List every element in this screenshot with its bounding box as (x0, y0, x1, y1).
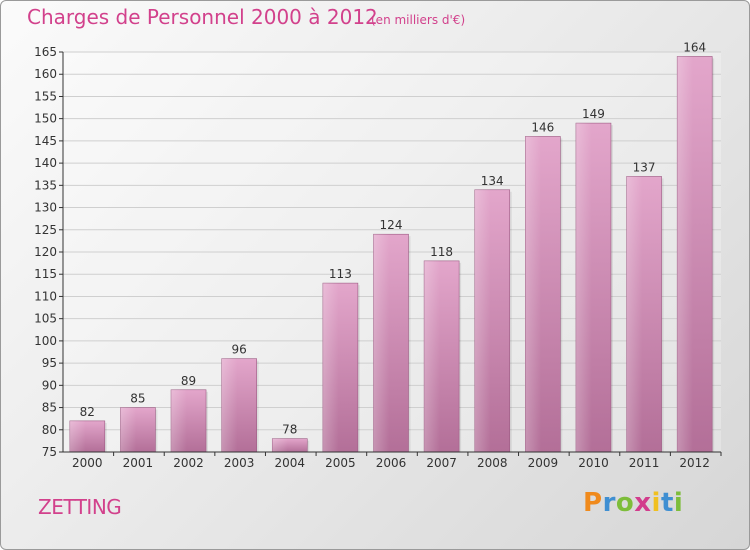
value-label: 134 (481, 174, 504, 188)
value-label: 113 (329, 267, 352, 281)
y-tick-label: 150 (34, 112, 57, 126)
x-tick-label: 2005 (325, 456, 356, 470)
x-tick-label: 2003 (224, 456, 255, 470)
x-tick-label: 2006 (376, 456, 407, 470)
x-tick-label: 2010 (578, 456, 609, 470)
y-tick-label: 115 (34, 267, 57, 281)
y-tick-label: 165 (34, 45, 57, 59)
logo-letter: P (583, 488, 603, 518)
logo-letter: x (634, 488, 652, 518)
y-tick-label: 85 (42, 401, 57, 415)
y-tick-label: 110 (34, 289, 57, 303)
x-tick-label: 2001 (123, 456, 154, 470)
y-tick-label: 100 (34, 334, 57, 348)
proxiti-logo: Proxiti (583, 488, 683, 518)
x-tick-label: 2004 (274, 456, 305, 470)
value-label: 82 (80, 405, 95, 419)
value-label: 149 (582, 107, 605, 121)
x-tick-label: 2011 (629, 456, 660, 470)
y-tick-label: 125 (34, 223, 57, 237)
value-label: 146 (531, 120, 554, 134)
x-tick-label: 2002 (173, 456, 204, 470)
value-label: 118 (430, 245, 453, 259)
chart-subtitle: (en milliers d'€) (371, 13, 466, 27)
y-tick-label: 130 (34, 201, 57, 215)
logo-letter: i (673, 488, 684, 518)
y-tick-label: 80 (42, 423, 57, 437)
logo-letter: i (651, 488, 661, 518)
bar-highlight (272, 438, 289, 452)
y-tick-label: 120 (34, 245, 57, 259)
y-tick-label: 135 (34, 178, 57, 192)
bar-highlight (575, 123, 592, 452)
value-label: 85 (130, 392, 145, 406)
y-tick-label: 145 (34, 134, 57, 148)
logo-letter: t (660, 488, 674, 518)
logo-letter: o (615, 488, 635, 518)
value-label: 124 (380, 218, 403, 232)
x-tick-label: 2012 (679, 456, 710, 470)
y-tick-label: 155 (34, 89, 57, 103)
chart-title: Charges de Personnel 2000 à 2012 (27, 5, 378, 29)
value-label: 89 (181, 374, 196, 388)
x-tick-label: 2007 (426, 456, 457, 470)
logo-letter: r (602, 488, 616, 518)
y-tick-label: 90 (42, 378, 57, 392)
bar-highlight (373, 234, 390, 452)
y-tick-label: 105 (34, 312, 57, 326)
bar-highlight (120, 407, 137, 452)
bar-highlight (474, 189, 491, 452)
bar-highlight (322, 283, 339, 452)
bar-highlight (626, 176, 643, 452)
x-tick-label: 2008 (477, 456, 508, 470)
y-tick-label: 95 (42, 356, 57, 370)
bar-highlight (171, 389, 187, 452)
y-tick-label: 140 (34, 156, 57, 170)
bar-highlight (677, 56, 693, 452)
y-tick-label: 160 (34, 67, 57, 81)
value-label: 137 (633, 160, 656, 174)
value-label: 164 (683, 40, 706, 54)
bar-highlight (69, 420, 86, 452)
bar-highlight (221, 358, 238, 452)
bar-highlight (525, 136, 542, 452)
y-tick-label: 75 (42, 445, 57, 459)
value-label: 78 (282, 423, 297, 437)
x-tick-label: 2000 (72, 456, 103, 470)
bar-highlight (424, 260, 440, 452)
x-tick-label: 2009 (528, 456, 559, 470)
value-label: 96 (232, 343, 247, 357)
place-name: ZETTING (38, 495, 122, 519)
